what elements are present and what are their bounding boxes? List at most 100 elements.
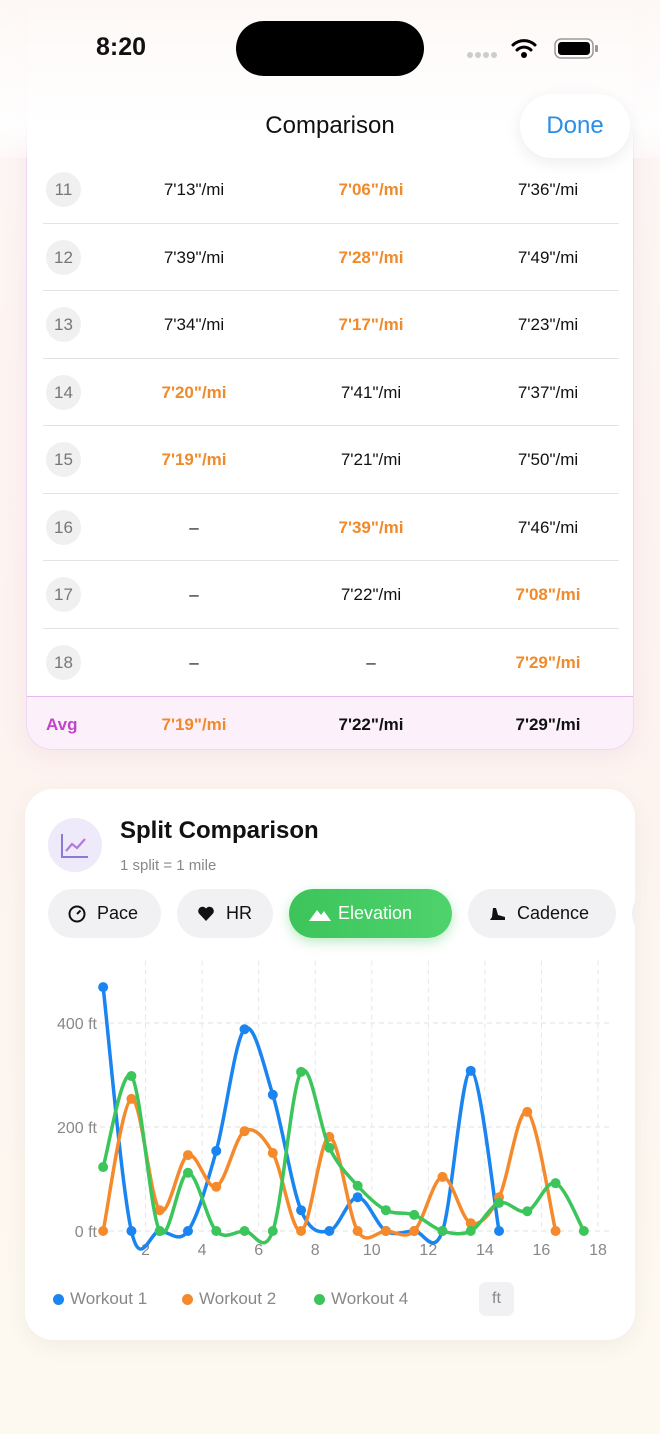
data-point <box>494 1197 505 1208</box>
row-separator <box>43 357 619 359</box>
data-point <box>380 1226 391 1236</box>
split-pace: – <box>189 517 199 537</box>
split-pace: – <box>189 585 199 604</box>
data-point <box>239 1024 250 1035</box>
page-title: Comparison <box>265 112 395 139</box>
data-point <box>494 1226 505 1236</box>
split-pace: 7'13"/mi <box>163 180 225 199</box>
split-pace: 7'34"/mi <box>163 315 225 334</box>
tab-icon <box>198 906 214 921</box>
x-tick-label: 18 <box>589 1242 607 1259</box>
x-tick-label: 6 <box>254 1242 263 1259</box>
x-tick-label: 10 <box>363 1242 381 1259</box>
data-point <box>352 1180 363 1191</box>
average-pace: 7'19"/mi <box>161 715 227 734</box>
data-point <box>437 1171 448 1182</box>
data-point <box>409 1209 420 1220</box>
card-icon <box>48 818 102 872</box>
data-point <box>126 1226 137 1236</box>
metric-tab-overflow[interactable] <box>632 889 635 938</box>
card-title: Split Comparison <box>120 817 319 844</box>
row-separator <box>43 222 619 224</box>
data-point <box>296 1226 307 1236</box>
dynamic-island <box>236 21 424 76</box>
data-point <box>522 1106 533 1117</box>
split-number: 18 <box>46 644 81 680</box>
split-number: 11 <box>46 172 81 207</box>
split-pace: 7'37"/mi <box>517 382 579 402</box>
split-pace: 7'39"/mi <box>163 247 225 267</box>
metric-tab[interactable]: Cadence <box>468 889 616 938</box>
average-pace: 7'22"/mi <box>338 715 404 734</box>
x-tick-label: 16 <box>533 1242 551 1259</box>
data-point <box>154 1205 165 1216</box>
split-pace: 7'50"/mi <box>517 450 579 469</box>
row-separator <box>43 560 619 561</box>
legend-swatch <box>182 1294 193 1305</box>
row-separator <box>43 290 619 291</box>
row-separator <box>43 425 619 426</box>
data-point <box>126 1071 137 1082</box>
split-pace: 7'19"/mi <box>161 450 227 469</box>
x-tick-label: 4 <box>198 1242 207 1259</box>
data-point <box>211 1181 222 1192</box>
metric-tab[interactable]: HR <box>177 889 273 938</box>
metric-tab[interactable]: Elevation <box>289 889 452 938</box>
split-pace: 7'46"/mi <box>517 517 579 537</box>
data-point <box>550 1178 561 1189</box>
legend-swatch <box>314 1294 325 1305</box>
elevation-chart: 0 ft 200 ft 400 ft 2 4 6 8 10 12 14 16 18 <box>57 960 612 1259</box>
unit-badge[interactable]: ft <box>479 1282 514 1316</box>
split-pace: 7'36"/mi <box>517 180 579 199</box>
data-point <box>98 1226 109 1236</box>
data-point <box>324 1142 335 1153</box>
legend-entry: Workout 4 <box>314 1289 408 1309</box>
x-tick-label: 12 <box>419 1242 437 1259</box>
split-number: 17 <box>46 577 81 612</box>
split-number: 12 <box>46 239 81 275</box>
table-row: 11 7'13"/mi 7'06"/mi 7'36"/mi <box>27 156 633 224</box>
tab-icon <box>309 910 331 921</box>
status-time: 8:20 <box>96 33 147 61</box>
data-point <box>352 1226 363 1236</box>
data-point <box>211 1145 222 1156</box>
data-point <box>550 1226 561 1236</box>
split-number: 15 <box>46 442 81 477</box>
done-button[interactable]: Done <box>520 94 630 158</box>
y-tick-label: 0 ft <box>75 1224 98 1241</box>
table-row: 13 7'34"/mi 7'17"/mi 7'23"/mi <box>27 291 633 359</box>
data-point <box>154 1226 165 1236</box>
row-separator <box>43 492 619 494</box>
data-point <box>380 1205 391 1216</box>
data-point <box>465 1226 476 1236</box>
data-point <box>182 1167 193 1178</box>
x-tick-label: 8 <box>311 1242 320 1259</box>
data-point <box>409 1226 420 1236</box>
metric-tab[interactable]: Pace <box>48 889 161 938</box>
split-pace: – <box>189 652 199 672</box>
table-row: 17 – 7'22"/mi 7'08"/mi <box>27 561 633 629</box>
split-number: 13 <box>46 307 81 342</box>
split-pace: 7'49"/mi <box>517 247 579 267</box>
split-pace: 7'23"/mi <box>517 315 579 334</box>
row-separator <box>43 627 619 629</box>
data-point <box>522 1206 533 1217</box>
split-pace: 7'08"/mi <box>515 585 581 604</box>
data-point <box>239 1226 250 1236</box>
tab-icon <box>490 908 505 920</box>
data-point <box>182 1226 193 1236</box>
card-subtitle: 1 split = 1 mile <box>120 857 217 874</box>
legend-entry: Workout 1 <box>53 1289 147 1309</box>
data-point <box>465 1065 476 1076</box>
average-row: Avg 7'19"/mi 7'22"/mi 7'29"/mi <box>27 696 633 749</box>
split-pace: – <box>366 652 376 672</box>
data-point <box>465 1218 476 1229</box>
table-row: 18 – – 7'29"/mi <box>27 629 633 697</box>
table-row: 16 – 7'39"/mi 7'46"/mi <box>27 494 633 561</box>
split-number: 14 <box>46 374 81 410</box>
split-pace: 7'28"/mi <box>338 247 404 267</box>
tab-icon <box>68 905 86 923</box>
average-label: Avg <box>46 715 78 734</box>
status-icons <box>467 38 598 59</box>
